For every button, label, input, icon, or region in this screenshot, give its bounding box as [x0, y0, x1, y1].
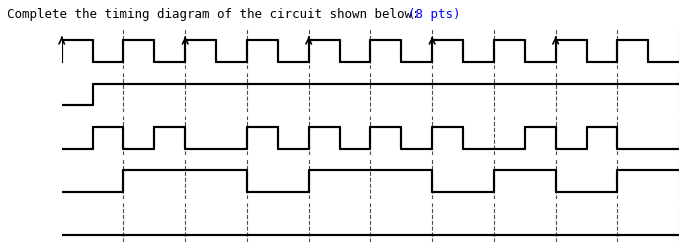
Text: Complete the timing diagram of the circuit shown below:: Complete the timing diagram of the circu…: [7, 8, 427, 20]
Text: (8 pts): (8 pts): [408, 8, 461, 20]
